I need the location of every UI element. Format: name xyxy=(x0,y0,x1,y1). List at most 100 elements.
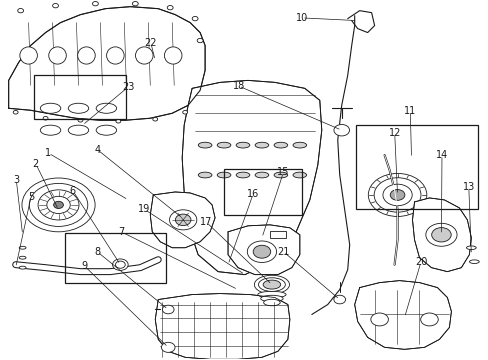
Circle shape xyxy=(92,1,98,6)
Text: 21: 21 xyxy=(277,247,289,257)
Ellipse shape xyxy=(217,172,230,178)
Text: 23: 23 xyxy=(122,82,134,92)
Circle shape xyxy=(333,295,345,304)
Ellipse shape xyxy=(217,142,230,148)
Ellipse shape xyxy=(466,246,475,249)
Circle shape xyxy=(153,117,157,121)
Circle shape xyxy=(382,184,411,206)
Ellipse shape xyxy=(163,345,173,350)
Text: 2: 2 xyxy=(33,159,39,169)
Bar xyxy=(269,231,285,238)
Ellipse shape xyxy=(198,142,211,148)
Ellipse shape xyxy=(292,172,306,178)
Ellipse shape xyxy=(255,142,268,148)
Circle shape xyxy=(162,305,174,314)
Ellipse shape xyxy=(49,47,66,64)
Text: 6: 6 xyxy=(70,186,76,196)
Circle shape xyxy=(425,223,456,246)
Ellipse shape xyxy=(263,280,280,289)
Circle shape xyxy=(370,313,387,326)
Ellipse shape xyxy=(273,142,287,148)
Bar xyxy=(224,168,302,215)
Circle shape xyxy=(43,116,48,120)
Text: 11: 11 xyxy=(404,106,416,116)
Circle shape xyxy=(22,178,95,232)
Circle shape xyxy=(247,241,276,262)
Ellipse shape xyxy=(68,125,88,135)
Polygon shape xyxy=(9,7,204,120)
Circle shape xyxy=(197,39,203,43)
Text: 14: 14 xyxy=(435,150,447,160)
Circle shape xyxy=(132,1,138,6)
Ellipse shape xyxy=(19,256,26,259)
Circle shape xyxy=(53,4,59,8)
Circle shape xyxy=(13,111,18,114)
Circle shape xyxy=(333,125,349,136)
Text: 8: 8 xyxy=(94,247,100,257)
Text: 17: 17 xyxy=(200,217,212,227)
Polygon shape xyxy=(150,192,215,248)
Circle shape xyxy=(29,183,88,226)
Ellipse shape xyxy=(78,47,95,64)
Polygon shape xyxy=(182,80,321,275)
Ellipse shape xyxy=(292,142,306,148)
Text: 22: 22 xyxy=(144,38,157,48)
Ellipse shape xyxy=(68,103,88,113)
Text: 12: 12 xyxy=(387,128,400,138)
Ellipse shape xyxy=(263,299,280,306)
Circle shape xyxy=(161,342,175,352)
Text: 5: 5 xyxy=(28,192,34,202)
Text: 18: 18 xyxy=(232,81,244,91)
Circle shape xyxy=(192,17,198,21)
Text: 19: 19 xyxy=(138,204,150,215)
Circle shape xyxy=(18,9,23,13)
Text: 9: 9 xyxy=(81,261,87,271)
Text: 10: 10 xyxy=(295,13,307,23)
Ellipse shape xyxy=(198,172,211,178)
Ellipse shape xyxy=(40,103,61,113)
Circle shape xyxy=(78,118,83,122)
Circle shape xyxy=(431,228,450,242)
Ellipse shape xyxy=(19,266,26,269)
Text: 13: 13 xyxy=(462,182,474,192)
Ellipse shape xyxy=(468,260,478,264)
Polygon shape xyxy=(227,225,299,275)
Text: 3: 3 xyxy=(13,175,20,185)
Ellipse shape xyxy=(20,47,37,64)
Circle shape xyxy=(116,120,121,123)
Text: 16: 16 xyxy=(246,189,259,199)
Ellipse shape xyxy=(19,246,26,249)
Ellipse shape xyxy=(135,47,153,64)
Circle shape xyxy=(47,196,70,213)
Ellipse shape xyxy=(254,275,289,294)
Circle shape xyxy=(38,190,79,220)
Polygon shape xyxy=(155,293,289,359)
Ellipse shape xyxy=(96,103,117,113)
Circle shape xyxy=(115,261,125,268)
Circle shape xyxy=(175,214,191,226)
Circle shape xyxy=(389,190,404,200)
Ellipse shape xyxy=(255,172,268,178)
Circle shape xyxy=(169,210,197,230)
Ellipse shape xyxy=(236,172,249,178)
Ellipse shape xyxy=(257,291,285,298)
Ellipse shape xyxy=(164,47,182,64)
Text: 1: 1 xyxy=(45,148,51,158)
Circle shape xyxy=(253,245,270,258)
Ellipse shape xyxy=(260,295,283,302)
Circle shape xyxy=(54,201,63,208)
Circle shape xyxy=(183,111,187,114)
Polygon shape xyxy=(354,280,450,349)
Polygon shape xyxy=(412,198,470,272)
Text: 4: 4 xyxy=(94,144,100,154)
Ellipse shape xyxy=(236,142,249,148)
Text: 15: 15 xyxy=(277,167,289,177)
Circle shape xyxy=(420,313,437,326)
Bar xyxy=(65,233,165,283)
Text: 7: 7 xyxy=(118,227,124,237)
Ellipse shape xyxy=(96,125,117,135)
Circle shape xyxy=(167,5,173,10)
Circle shape xyxy=(367,174,426,216)
Text: 20: 20 xyxy=(414,257,427,267)
Circle shape xyxy=(373,178,420,212)
